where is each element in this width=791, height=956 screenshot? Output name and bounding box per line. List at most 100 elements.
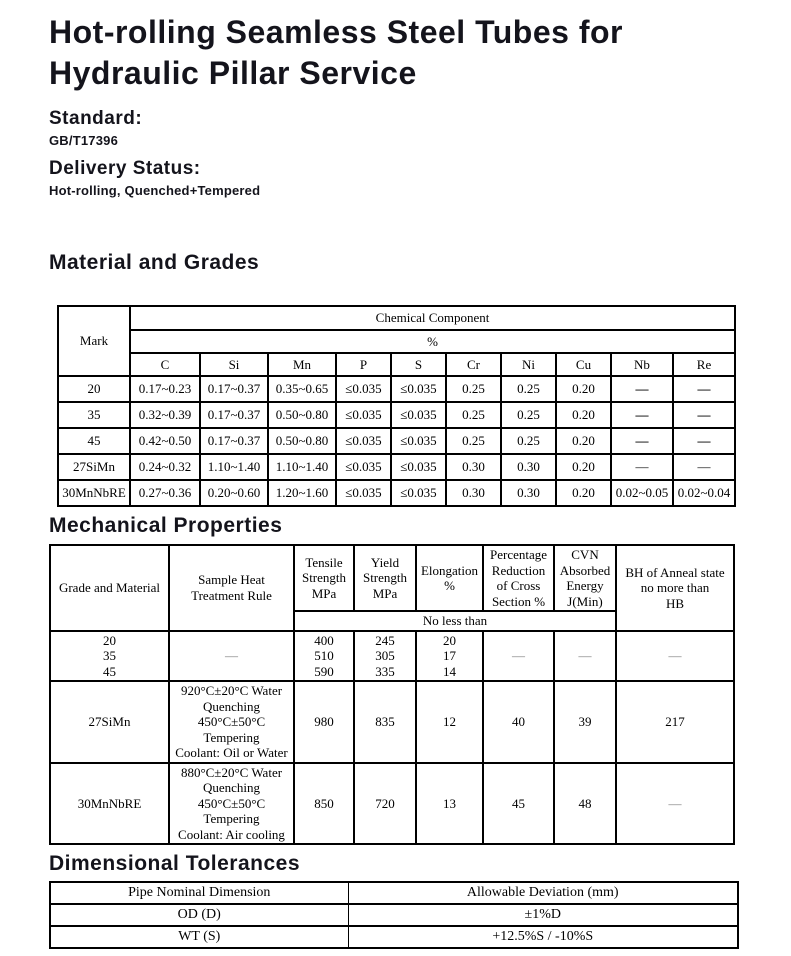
mech-yield-cell: 835: [353, 680, 417, 764]
chem-cell: —: [610, 401, 674, 429]
mech-table-row: 27SiMn 920°C±20°C Water Quenching 450°C±…: [49, 680, 735, 764]
chem-cell: 0.42~0.50: [129, 427, 201, 455]
chem-cell: 0.20: [555, 453, 612, 481]
chem-cell: 0.30: [500, 453, 557, 481]
mech-cvn-header: CVN Absorbed Energy J(Min): [553, 544, 617, 612]
mech-table-row: 20 35 45 — 400 510 590 245 305 335 20 17…: [49, 629, 735, 682]
chem-unit-header: %: [128, 329, 737, 354]
chem-element-header: Nb: [610, 352, 674, 377]
dimensional-tolerances-heading: Dimensional Tolerances: [49, 852, 301, 875]
chem-cell: ≤0.035: [335, 375, 392, 403]
mech-bh-cell: —: [615, 761, 735, 845]
dim-dimension-cell: OD (D): [49, 903, 349, 927]
mechanical-properties-table: Grade and Material Sample Heat Treatment…: [49, 544, 735, 845]
chem-element-header: Cu: [555, 352, 612, 377]
dimensional-tolerances-table: Pipe Nominal Dimension Allowable Deviati…: [49, 881, 739, 949]
chem-cell: —: [671, 427, 737, 455]
dim-col1-header: Pipe Nominal Dimension: [49, 881, 349, 905]
chem-mark-cell: 35: [57, 401, 131, 429]
chem-element-header: Si: [199, 352, 269, 377]
chem-element-header: Mn: [267, 352, 337, 377]
chem-mark-header: Mark: [57, 305, 131, 377]
chem-cell: ≤0.035: [390, 401, 447, 429]
mech-heat-cell: —: [168, 629, 295, 682]
chem-element-header: Ni: [500, 352, 557, 377]
chemical-component-table: Mark Chemical Component % C Si Mn P S Cr…: [57, 305, 737, 507]
mech-cvn-cell: —: [553, 629, 617, 682]
chem-cell: 1.10~1.40: [199, 453, 269, 481]
dim-dimension-cell: WT (S): [49, 925, 349, 949]
dim-deviation-cell: +12.5%S / -10%S: [347, 925, 739, 949]
mech-elongation-cell: 13: [415, 761, 484, 845]
chem-table-row: 30MnNbRE 0.27~0.36 0.20~0.60 1.20~1.60 ≤…: [57, 479, 737, 507]
mech-tensile-cell: 980: [293, 680, 355, 764]
chem-cell: ≤0.035: [335, 453, 392, 481]
chem-cell: 0.17~0.37: [199, 375, 269, 403]
mech-no-less-than-header: No less than: [293, 610, 617, 632]
mech-heat-cell: 880°C±20°C Water Quenching 450°C±50°C Te…: [168, 761, 295, 845]
mech-reduction-header: Percentage Reduction of Cross Section %: [482, 544, 555, 612]
chem-mark-cell: 45: [57, 427, 131, 455]
chem-mark-cell: 30MnNbRE: [57, 479, 131, 507]
dim-table-row: OD (D) ±1%D: [49, 903, 739, 927]
chem-cell: ≤0.035: [335, 427, 392, 455]
standard-value: GB/T17396: [49, 133, 119, 148]
chem-cell: ≤0.035: [390, 479, 447, 507]
mech-yield-cell: 245 305 335: [353, 629, 417, 682]
mech-tensile-cell: 850: [293, 761, 355, 845]
chem-cell: 0.25: [500, 427, 557, 455]
chem-element-header: Cr: [445, 352, 502, 377]
mech-bh-cell: 217: [615, 680, 735, 764]
mech-bh-header: BH of Anneal state no more than HB: [615, 544, 735, 632]
mech-reduction-cell: 45: [482, 761, 555, 845]
chem-cell: 0.20: [555, 427, 612, 455]
mech-heat-cell: 920°C±20°C Water Quenching 450°C±50°C Te…: [168, 680, 295, 764]
chem-element-header: P: [335, 352, 392, 377]
chem-table-row: 20 0.17~0.23 0.17~0.37 0.35~0.65 ≤0.035 …: [57, 375, 737, 403]
mech-tensile-header: Tensile Strength MPa: [293, 544, 355, 612]
mech-reduction-cell: 40: [482, 680, 555, 764]
chem-cell: 0.30: [445, 479, 502, 507]
chem-cell: 0.50~0.80: [267, 401, 337, 429]
chem-cell: 0.35~0.65: [267, 375, 337, 403]
chem-table-row: 27SiMn 0.24~0.32 1.10~1.40 1.10~1.40 ≤0.…: [57, 453, 737, 481]
chem-cell: 0.02~0.04: [671, 479, 737, 507]
chem-cell: ≤0.035: [335, 479, 392, 507]
chem-cell: 0.20: [555, 479, 612, 507]
mech-elongation-cell: 12: [415, 680, 484, 764]
mech-grade-cell: 30MnNbRE: [49, 761, 170, 845]
chem-cell: ≤0.035: [390, 453, 447, 481]
chem-cell: 0.17~0.37: [199, 401, 269, 429]
mech-yield-cell: 720: [353, 761, 417, 845]
chem-element-header: S: [390, 352, 447, 377]
chem-element-header: Re: [671, 352, 737, 377]
chem-cell: ≤0.035: [390, 375, 447, 403]
chem-cell: 0.24~0.32: [129, 453, 201, 481]
dim-col2-header: Allowable Deviation (mm): [347, 881, 739, 905]
mech-grade-header: Grade and Material: [49, 544, 170, 632]
mech-cvn-cell: 48: [553, 761, 617, 845]
mech-elongation-header: Elongation %: [415, 544, 484, 612]
chem-cell: 0.25: [445, 427, 502, 455]
chem-cell: 0.17~0.37: [199, 427, 269, 455]
chem-cell: —: [610, 375, 674, 403]
chem-cell: 0.20: [555, 401, 612, 429]
chem-cell: —: [671, 375, 737, 403]
chem-mark-cell: 20: [57, 375, 131, 403]
chem-group-header: Chemical Component: [128, 305, 737, 331]
page-title-line-2: Hydraulic Pillar Service: [49, 55, 417, 91]
chem-mark-cell: 27SiMn: [57, 453, 131, 481]
chem-cell: 0.30: [445, 453, 502, 481]
mech-bh-cell: —: [615, 629, 735, 682]
dim-header-row: Pipe Nominal Dimension Allowable Deviati…: [49, 881, 739, 905]
mech-table-row: 30MnNbRE 880°C±20°C Water Quenching 450°…: [49, 761, 735, 845]
delivery-status-label: Delivery Status:: [49, 158, 201, 179]
chem-cell: 0.30: [500, 479, 557, 507]
mech-grade-cell: 27SiMn: [49, 680, 170, 764]
mech-cvn-cell: 39: [553, 680, 617, 764]
mech-heat-header: Sample Heat Treatment Rule: [168, 544, 295, 632]
chem-cell: 0.50~0.80: [267, 427, 337, 455]
chem-cell: —: [610, 453, 674, 481]
chem-element-header: C: [129, 352, 201, 377]
